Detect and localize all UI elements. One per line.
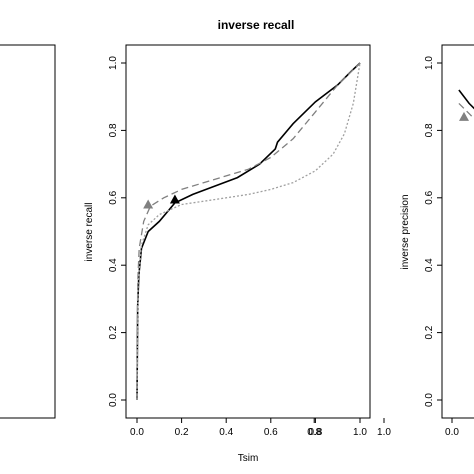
panel-2-marker-0 (459, 111, 470, 121)
panel-0-series-dotted-line (244, 245, 384, 341)
panel-1-y-tick-label-1: 0.2 (108, 325, 119, 339)
panel-1-series-dashed-line (136, 62, 361, 401)
panel-1-y-tick-label-3: 0.6 (108, 190, 119, 204)
panel-2-frame (441, 44, 474, 419)
panel-1-series-dotted-line (136, 62, 361, 401)
plot-layer: 0.8 1.0 0.0 0.2 0.4 0.6 0.8 1.0 0.0 0.2 0.4 0.6 0.8 1… (0, 44, 474, 438)
panel-2-y-tick-label-5: 1.0 (424, 56, 435, 70)
panel-1-y-tick-label-2: 0.4 (108, 258, 119, 272)
panel-2-series-solid-line (458, 89, 474, 110)
center-chart-ylabel: inverse recall (84, 203, 95, 262)
panel-1-x-tick-label-0: 0.0 (130, 427, 144, 438)
panel-0-frame (0, 44, 56, 419)
center-chart-title: inverse recall (218, 18, 295, 32)
panel-1-y-tick-label-4: 0.8 (108, 123, 119, 137)
panel-1-x-tick-label-3: 0.6 (264, 427, 278, 438)
panel-1-x-tick-label-1: 0.2 (175, 427, 189, 438)
panel-0-series-dashed-line (244, 299, 384, 341)
panel-1-frame (125, 44, 371, 419)
panel-2-y-tick-label-4: 0.8 (424, 123, 435, 137)
panel-1-y-tick-label-5: 1.0 (108, 56, 119, 70)
center-chart-xlabel: Tsim (238, 453, 259, 464)
panel-2-x-tick-label-0: 0.0 (445, 427, 459, 438)
panel-1-y-tick-label-0: 0.0 (108, 393, 119, 407)
right-chart-ylabel: inverse precision (400, 194, 411, 269)
panel-2-y-tick-label-2: 0.4 (424, 258, 435, 272)
panel-1-series-solid-line (136, 62, 361, 401)
panel-0-x-tick-label-0: 0.8 (307, 427, 321, 438)
panel-1-marker-0 (143, 199, 154, 209)
panel-1-x-tick-label-4: 0.8 (308, 427, 322, 438)
panel-0-x-tick-label-1: 1.0 (377, 427, 391, 438)
panel-1-marker-1 (169, 194, 180, 204)
panel-1-x-tick-label-2: 0.4 (219, 427, 233, 438)
panel-0-series-solid-line (244, 319, 384, 341)
panel-2-y-tick-label-1: 0.2 (424, 325, 435, 339)
panel-1-x-tick-label-5: 1.0 (353, 427, 367, 438)
panel-2-y-tick-label-0: 0.0 (424, 393, 435, 407)
panel-2-y-tick-label-3: 0.6 (424, 190, 435, 204)
